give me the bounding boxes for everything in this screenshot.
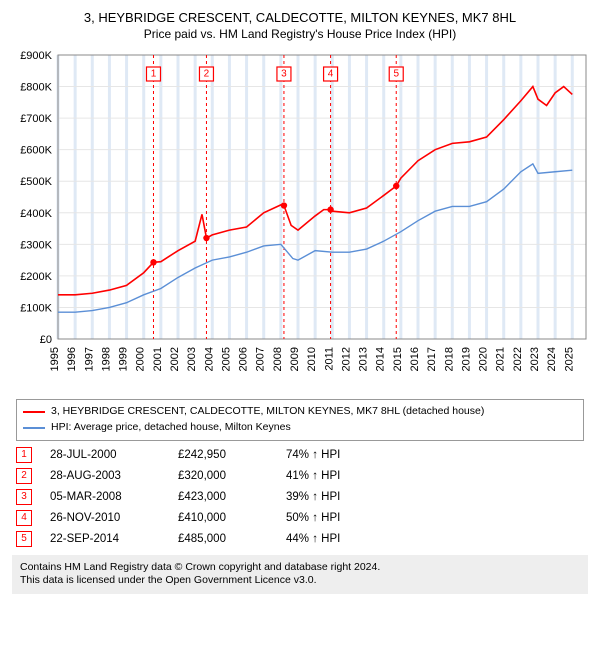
sale-price: £320,000 <box>178 470 268 482</box>
chart-area: £0 £100K £200K £300K £400K £500K £600K £700K £80… <box>10 49 590 389</box>
svg-text:2016: 2016 <box>409 347 421 371</box>
footer-line2: This data is licensed under the Open Gov… <box>20 574 580 588</box>
svg-text:4: 4 <box>328 69 334 80</box>
svg-text:1998: 1998 <box>100 347 112 371</box>
sale-marker-icon: 2 <box>16 468 32 484</box>
svg-text:5: 5 <box>393 69 399 80</box>
sale-date: 26-NOV-2010 <box>50 512 160 524</box>
chart-title: 3, HEYBRIDGE CRESCENT, CALDECOTTE, MILTO… <box>8 10 592 25</box>
svg-text:2: 2 <box>204 69 210 80</box>
svg-text:£700K: £700K <box>20 113 52 125</box>
sale-marker-icon: 1 <box>16 447 32 463</box>
svg-text:2006: 2006 <box>238 347 250 371</box>
svg-text:2001: 2001 <box>152 347 164 371</box>
svg-text:£900K: £900K <box>20 50 52 62</box>
svg-text:2017: 2017 <box>426 347 438 371</box>
svg-text:2018: 2018 <box>443 347 455 371</box>
svg-text:2024: 2024 <box>546 347 558 371</box>
sale-price: £410,000 <box>178 512 268 524</box>
sale-date: 28-JUL-2000 <box>50 449 160 461</box>
sale-price: £242,950 <box>178 449 268 461</box>
svg-text:£800K: £800K <box>20 82 52 94</box>
svg-text:1995: 1995 <box>49 347 61 371</box>
table-row: 4 26-NOV-2010 £410,000 50% ↑ HPI <box>16 510 584 526</box>
svg-text:2020: 2020 <box>478 347 490 371</box>
table-row: 1 28-JUL-2000 £242,950 74% ↑ HPI <box>16 447 584 463</box>
svg-text:2022: 2022 <box>512 347 524 371</box>
sale-hpi: 39% ↑ HPI <box>286 491 396 503</box>
svg-text:£100K: £100K <box>20 302 52 314</box>
legend-label: 3, HEYBRIDGE CRESCENT, CALDECOTTE, MILTO… <box>51 404 484 420</box>
svg-text:2021: 2021 <box>495 347 507 371</box>
svg-text:1996: 1996 <box>66 347 78 371</box>
table-row: 5 22-SEP-2014 £485,000 44% ↑ HPI <box>16 531 584 547</box>
svg-text:2008: 2008 <box>272 347 284 371</box>
sale-marker-icon: 5 <box>16 531 32 547</box>
table-row: 2 28-AUG-2003 £320,000 41% ↑ HPI <box>16 468 584 484</box>
svg-text:£200K: £200K <box>20 271 52 283</box>
svg-text:1997: 1997 <box>83 347 95 371</box>
svg-text:1999: 1999 <box>118 347 130 371</box>
svg-text:2002: 2002 <box>169 347 181 371</box>
svg-text:2004: 2004 <box>203 347 215 371</box>
svg-text:2015: 2015 <box>392 347 404 371</box>
svg-text:£400K: £400K <box>20 208 52 220</box>
legend-item: 3, HEYBRIDGE CRESCENT, CALDECOTTE, MILTO… <box>23 404 577 420</box>
svg-text:£300K: £300K <box>20 239 52 251</box>
svg-text:1: 1 <box>151 69 157 80</box>
table-row: 3 05-MAR-2008 £423,000 39% ↑ HPI <box>16 489 584 505</box>
sale-price: £423,000 <box>178 491 268 503</box>
svg-text:£0: £0 <box>40 334 52 346</box>
svg-text:£600K: £600K <box>20 145 52 157</box>
sale-hpi: 50% ↑ HPI <box>286 512 396 524</box>
footer-licence: Contains HM Land Registry data © Crown c… <box>12 555 588 594</box>
svg-text:2014: 2014 <box>375 347 387 371</box>
sale-marker-icon: 3 <box>16 489 32 505</box>
legend: 3, HEYBRIDGE CRESCENT, CALDECOTTE, MILTO… <box>16 399 584 441</box>
chart-subtitle: Price paid vs. HM Land Registry's House … <box>8 27 592 41</box>
svg-text:2023: 2023 <box>529 347 541 371</box>
legend-swatch <box>23 427 45 429</box>
sale-hpi: 74% ↑ HPI <box>286 449 396 461</box>
sale-date: 28-AUG-2003 <box>50 470 160 482</box>
sale-marker-icon: 4 <box>16 510 32 526</box>
sale-price: £485,000 <box>178 533 268 545</box>
legend-item: HPI: Average price, detached house, Milt… <box>23 420 577 436</box>
line-chart-svg: £0 £100K £200K £300K £400K £500K £600K £700K £80… <box>10 49 590 389</box>
svg-text:2011: 2011 <box>323 347 335 371</box>
svg-text:2010: 2010 <box>306 347 318 371</box>
svg-text:2007: 2007 <box>255 347 267 371</box>
svg-text:3: 3 <box>281 69 287 80</box>
legend-swatch <box>23 411 45 413</box>
sale-hpi: 44% ↑ HPI <box>286 533 396 545</box>
sale-date: 22-SEP-2014 <box>50 533 160 545</box>
svg-text:2005: 2005 <box>220 347 232 371</box>
svg-text:2003: 2003 <box>186 347 198 371</box>
svg-text:2012: 2012 <box>340 347 352 371</box>
footer-line1: Contains HM Land Registry data © Crown c… <box>20 561 580 575</box>
sale-hpi: 41% ↑ HPI <box>286 470 396 482</box>
sales-table: 1 28-JUL-2000 £242,950 74% ↑ HPI 2 28-AUG-200… <box>16 447 584 547</box>
sale-date: 05-MAR-2008 <box>50 491 160 503</box>
svg-text:2013: 2013 <box>358 347 370 371</box>
svg-text:2025: 2025 <box>563 347 575 371</box>
svg-text:2009: 2009 <box>289 347 301 371</box>
svg-text:2000: 2000 <box>135 347 147 371</box>
svg-text:£500K: £500K <box>20 176 52 188</box>
svg-text:2019: 2019 <box>460 347 472 371</box>
legend-label: HPI: Average price, detached house, Milt… <box>51 420 291 436</box>
